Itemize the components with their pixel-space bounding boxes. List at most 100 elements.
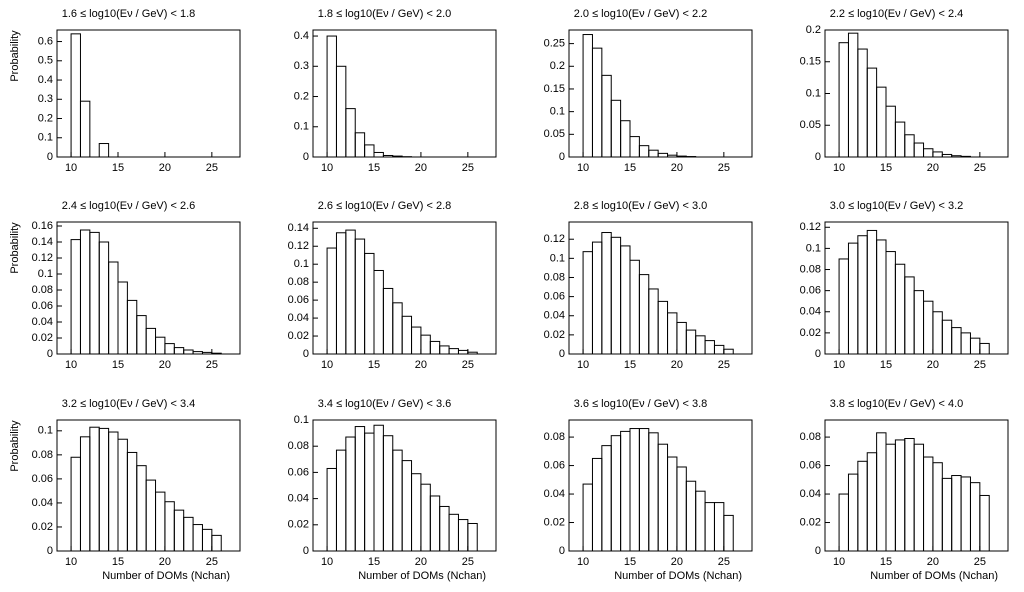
y-tick-label: 0.08 — [800, 263, 821, 275]
y-tick-label: 0.02 — [544, 516, 565, 528]
histogram-bar — [173, 509, 185, 552]
histogram-bar — [894, 263, 906, 355]
y-tick-label: 0 — [559, 545, 565, 557]
y-tick-label: 0 — [47, 545, 53, 557]
histogram-bar — [382, 435, 394, 552]
histogram-bar — [923, 456, 934, 552]
histogram-bar — [941, 319, 953, 355]
histogram-bar — [857, 235, 868, 355]
histogram-bar — [411, 326, 422, 355]
histogram-bar — [98, 427, 110, 552]
panel-title: 2.6 ≤ log10(Eν / GeV) < 2.8 — [318, 200, 452, 212]
histogram-bar — [876, 432, 887, 552]
plot-frame — [56, 419, 241, 552]
histogram-bar — [70, 33, 81, 158]
histogram-bar — [164, 501, 175, 552]
histogram-bar — [345, 108, 356, 158]
y-tick-label: 0.15 — [544, 83, 565, 95]
x-axis-label: Number of DOMs (Nchan) — [358, 570, 486, 582]
histogram-bar — [857, 48, 868, 158]
y-tick-label: 0.1 — [806, 87, 821, 99]
histogram-bar — [79, 100, 91, 158]
y-tick-label: 0 — [303, 151, 309, 163]
histogram-bar — [392, 449, 403, 552]
x-tick-label: 20 — [671, 162, 683, 174]
histogram-bar — [629, 428, 640, 552]
y-tick-label: 0.04 — [800, 488, 821, 500]
histogram-bar — [354, 426, 366, 552]
y-tick-label: 0.02 — [288, 330, 309, 342]
y-tick-label: 0.16 — [32, 220, 53, 232]
y-tick-label: 0.05 — [800, 119, 821, 131]
histogram-bar — [335, 65, 347, 158]
histogram-bar — [685, 329, 697, 355]
y-axis-label: Probability — [9, 222, 21, 274]
panel-title: 2.8 ≤ log10(Eν / GeV) < 3.0 — [574, 200, 708, 212]
histogram-bar — [364, 144, 375, 158]
x-axis-label: Number of DOMs (Nchan) — [614, 570, 742, 582]
histogram-bar — [838, 258, 849, 355]
histogram-bar — [638, 274, 650, 355]
histogram-bar — [183, 516, 194, 552]
panel-title: 2.2 ≤ log10(Eν / GeV) < 2.4 — [830, 8, 964, 20]
x-tick-label: 15 — [368, 556, 380, 568]
y-tick-label: 0 — [559, 151, 565, 163]
histogram-bar — [364, 432, 375, 552]
y-tick-label: 0.06 — [288, 466, 309, 478]
histogram-bar — [392, 155, 403, 158]
histogram-bar — [657, 152, 669, 158]
plot-frame — [568, 29, 753, 158]
histogram-bar — [657, 443, 669, 552]
histogram-bar — [704, 502, 715, 552]
histogram-bar — [429, 340, 441, 355]
histogram-bar — [79, 436, 91, 552]
histogram-bar — [713, 502, 725, 552]
histogram-bar — [117, 438, 128, 552]
histogram-bar — [894, 439, 906, 552]
plot-frame — [312, 221, 497, 355]
histogram-bar — [98, 143, 110, 158]
x-tick-label: 10 — [65, 162, 77, 174]
histogram-bar — [373, 151, 384, 158]
histogram-bar — [676, 466, 687, 552]
x-tick-label: 20 — [927, 359, 939, 371]
histogram-bar — [667, 312, 678, 355]
x-tick-label: 15 — [880, 359, 892, 371]
histogram-bar — [657, 300, 669, 355]
y-tick-label: 0.05 — [544, 128, 565, 140]
y-tick-label: 0.04 — [32, 316, 53, 328]
x-tick-label: 15 — [368, 162, 380, 174]
plot-frame — [568, 419, 753, 552]
y-tick-label: 0.04 — [32, 497, 53, 509]
y-axis-label: Probability — [9, 420, 21, 472]
x-tick-label: 25 — [718, 556, 730, 568]
histogram-bar — [164, 343, 175, 355]
histogram-bar — [373, 424, 384, 552]
y-tick-label: 0 — [815, 545, 821, 557]
y-tick-label: 0.08 — [32, 449, 53, 461]
y-tick-label: 0.3 — [294, 60, 309, 72]
x-tick-label: 15 — [624, 556, 636, 568]
plot-frame — [824, 221, 1009, 355]
plot-frame — [824, 419, 1009, 552]
panel-title: 2.0 ≤ log10(Eν / GeV) < 2.2 — [574, 8, 708, 20]
histogram-bar — [126, 299, 138, 355]
y-tick-label: 0.04 — [544, 310, 565, 322]
histogram-bar — [960, 476, 971, 552]
histogram-bar — [201, 528, 213, 552]
panel-title: 3.2 ≤ log10(Eν / GeV) < 3.4 — [62, 398, 196, 410]
histogram-bar — [70, 239, 81, 355]
y-tick-label: 0.08 — [544, 271, 565, 283]
histogram-bar — [904, 438, 915, 552]
x-tick-label: 10 — [65, 556, 77, 568]
histogram-bar — [648, 288, 659, 355]
plot-frame — [56, 221, 241, 355]
y-tick-label: 0.02 — [544, 329, 565, 341]
histogram-bar — [941, 477, 953, 552]
histogram-bar — [885, 443, 896, 552]
y-tick-label: 0.15 — [800, 56, 821, 68]
histogram-bar — [601, 232, 612, 355]
y-tick-label: 0.12 — [544, 233, 565, 245]
x-tick-label: 15 — [624, 359, 636, 371]
